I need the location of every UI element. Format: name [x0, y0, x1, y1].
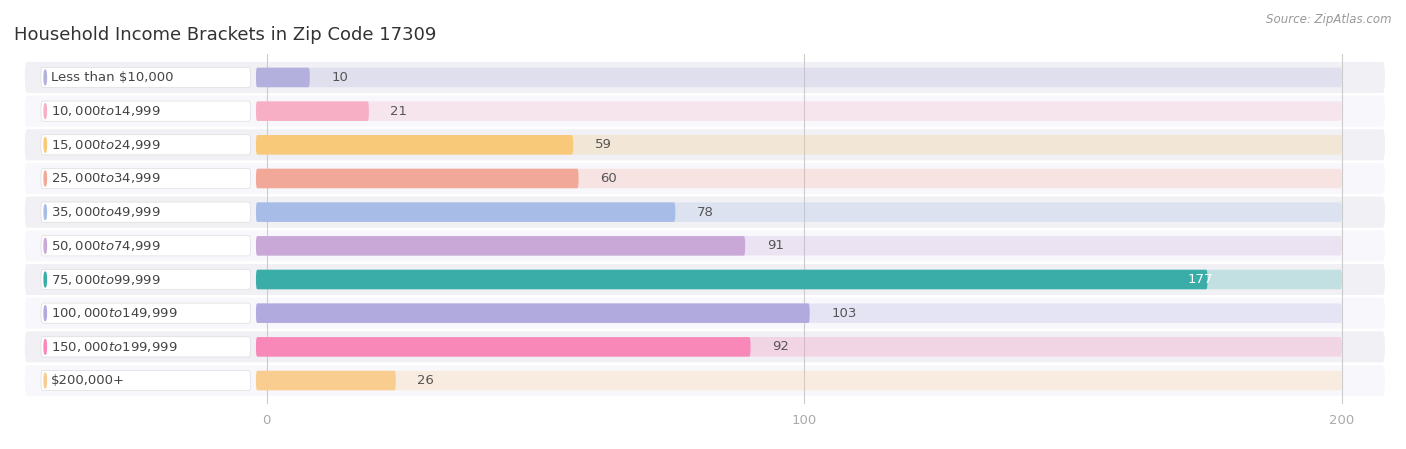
Circle shape	[44, 238, 46, 253]
Text: 26: 26	[418, 374, 434, 387]
FancyBboxPatch shape	[256, 135, 1341, 154]
FancyBboxPatch shape	[256, 68, 309, 87]
Circle shape	[44, 339, 46, 354]
FancyBboxPatch shape	[41, 135, 250, 155]
Text: $75,000 to $99,999: $75,000 to $99,999	[51, 273, 160, 286]
FancyBboxPatch shape	[256, 202, 1341, 222]
FancyBboxPatch shape	[256, 270, 1208, 289]
Circle shape	[44, 272, 46, 287]
FancyBboxPatch shape	[41, 168, 250, 189]
FancyBboxPatch shape	[25, 129, 1385, 160]
Text: $25,000 to $34,999: $25,000 to $34,999	[51, 172, 160, 185]
FancyBboxPatch shape	[256, 270, 1341, 289]
Circle shape	[44, 104, 46, 119]
FancyBboxPatch shape	[25, 230, 1385, 261]
Text: $35,000 to $49,999: $35,000 to $49,999	[51, 205, 160, 219]
FancyBboxPatch shape	[256, 101, 1341, 121]
Text: $200,000+: $200,000+	[51, 374, 125, 387]
FancyBboxPatch shape	[25, 331, 1385, 362]
Text: $10,000 to $14,999: $10,000 to $14,999	[51, 104, 160, 118]
FancyBboxPatch shape	[41, 303, 250, 323]
Circle shape	[44, 137, 46, 152]
FancyBboxPatch shape	[256, 202, 675, 222]
Text: Household Income Brackets in Zip Code 17309: Household Income Brackets in Zip Code 17…	[14, 26, 436, 44]
FancyBboxPatch shape	[41, 202, 250, 222]
FancyBboxPatch shape	[256, 236, 745, 255]
FancyBboxPatch shape	[256, 169, 578, 188]
Text: 10: 10	[332, 71, 349, 84]
Text: 21: 21	[391, 105, 408, 118]
FancyBboxPatch shape	[41, 370, 250, 391]
FancyBboxPatch shape	[25, 197, 1385, 228]
FancyBboxPatch shape	[41, 337, 250, 357]
Text: 78: 78	[697, 206, 714, 219]
FancyBboxPatch shape	[25, 365, 1385, 396]
Text: $15,000 to $24,999: $15,000 to $24,999	[51, 138, 160, 152]
FancyBboxPatch shape	[25, 163, 1385, 194]
FancyBboxPatch shape	[256, 236, 1341, 255]
Text: 60: 60	[600, 172, 617, 185]
FancyBboxPatch shape	[25, 96, 1385, 127]
FancyBboxPatch shape	[41, 101, 250, 121]
Text: $50,000 to $74,999: $50,000 to $74,999	[51, 239, 160, 253]
FancyBboxPatch shape	[256, 304, 1341, 323]
FancyBboxPatch shape	[256, 337, 751, 357]
FancyBboxPatch shape	[256, 371, 395, 390]
FancyBboxPatch shape	[41, 236, 250, 256]
FancyBboxPatch shape	[256, 169, 1341, 188]
FancyBboxPatch shape	[25, 264, 1385, 295]
FancyBboxPatch shape	[41, 67, 250, 88]
Circle shape	[44, 373, 46, 388]
Circle shape	[44, 205, 46, 220]
Circle shape	[44, 171, 46, 186]
FancyBboxPatch shape	[256, 68, 1341, 87]
Text: 177: 177	[1188, 273, 1213, 286]
FancyBboxPatch shape	[25, 298, 1385, 329]
Text: 103: 103	[831, 307, 856, 320]
FancyBboxPatch shape	[25, 62, 1385, 93]
Text: 91: 91	[766, 239, 783, 252]
Text: 59: 59	[595, 138, 612, 151]
Circle shape	[44, 306, 46, 321]
Text: Less than $10,000: Less than $10,000	[51, 71, 173, 84]
Circle shape	[44, 70, 46, 85]
FancyBboxPatch shape	[41, 269, 250, 290]
Text: $100,000 to $149,999: $100,000 to $149,999	[51, 306, 177, 320]
Text: 92: 92	[772, 340, 789, 353]
FancyBboxPatch shape	[256, 135, 574, 154]
Text: $150,000 to $199,999: $150,000 to $199,999	[51, 340, 177, 354]
FancyBboxPatch shape	[256, 304, 810, 323]
FancyBboxPatch shape	[256, 101, 368, 121]
FancyBboxPatch shape	[256, 371, 1341, 390]
Text: Source: ZipAtlas.com: Source: ZipAtlas.com	[1267, 13, 1392, 26]
FancyBboxPatch shape	[256, 337, 1341, 357]
